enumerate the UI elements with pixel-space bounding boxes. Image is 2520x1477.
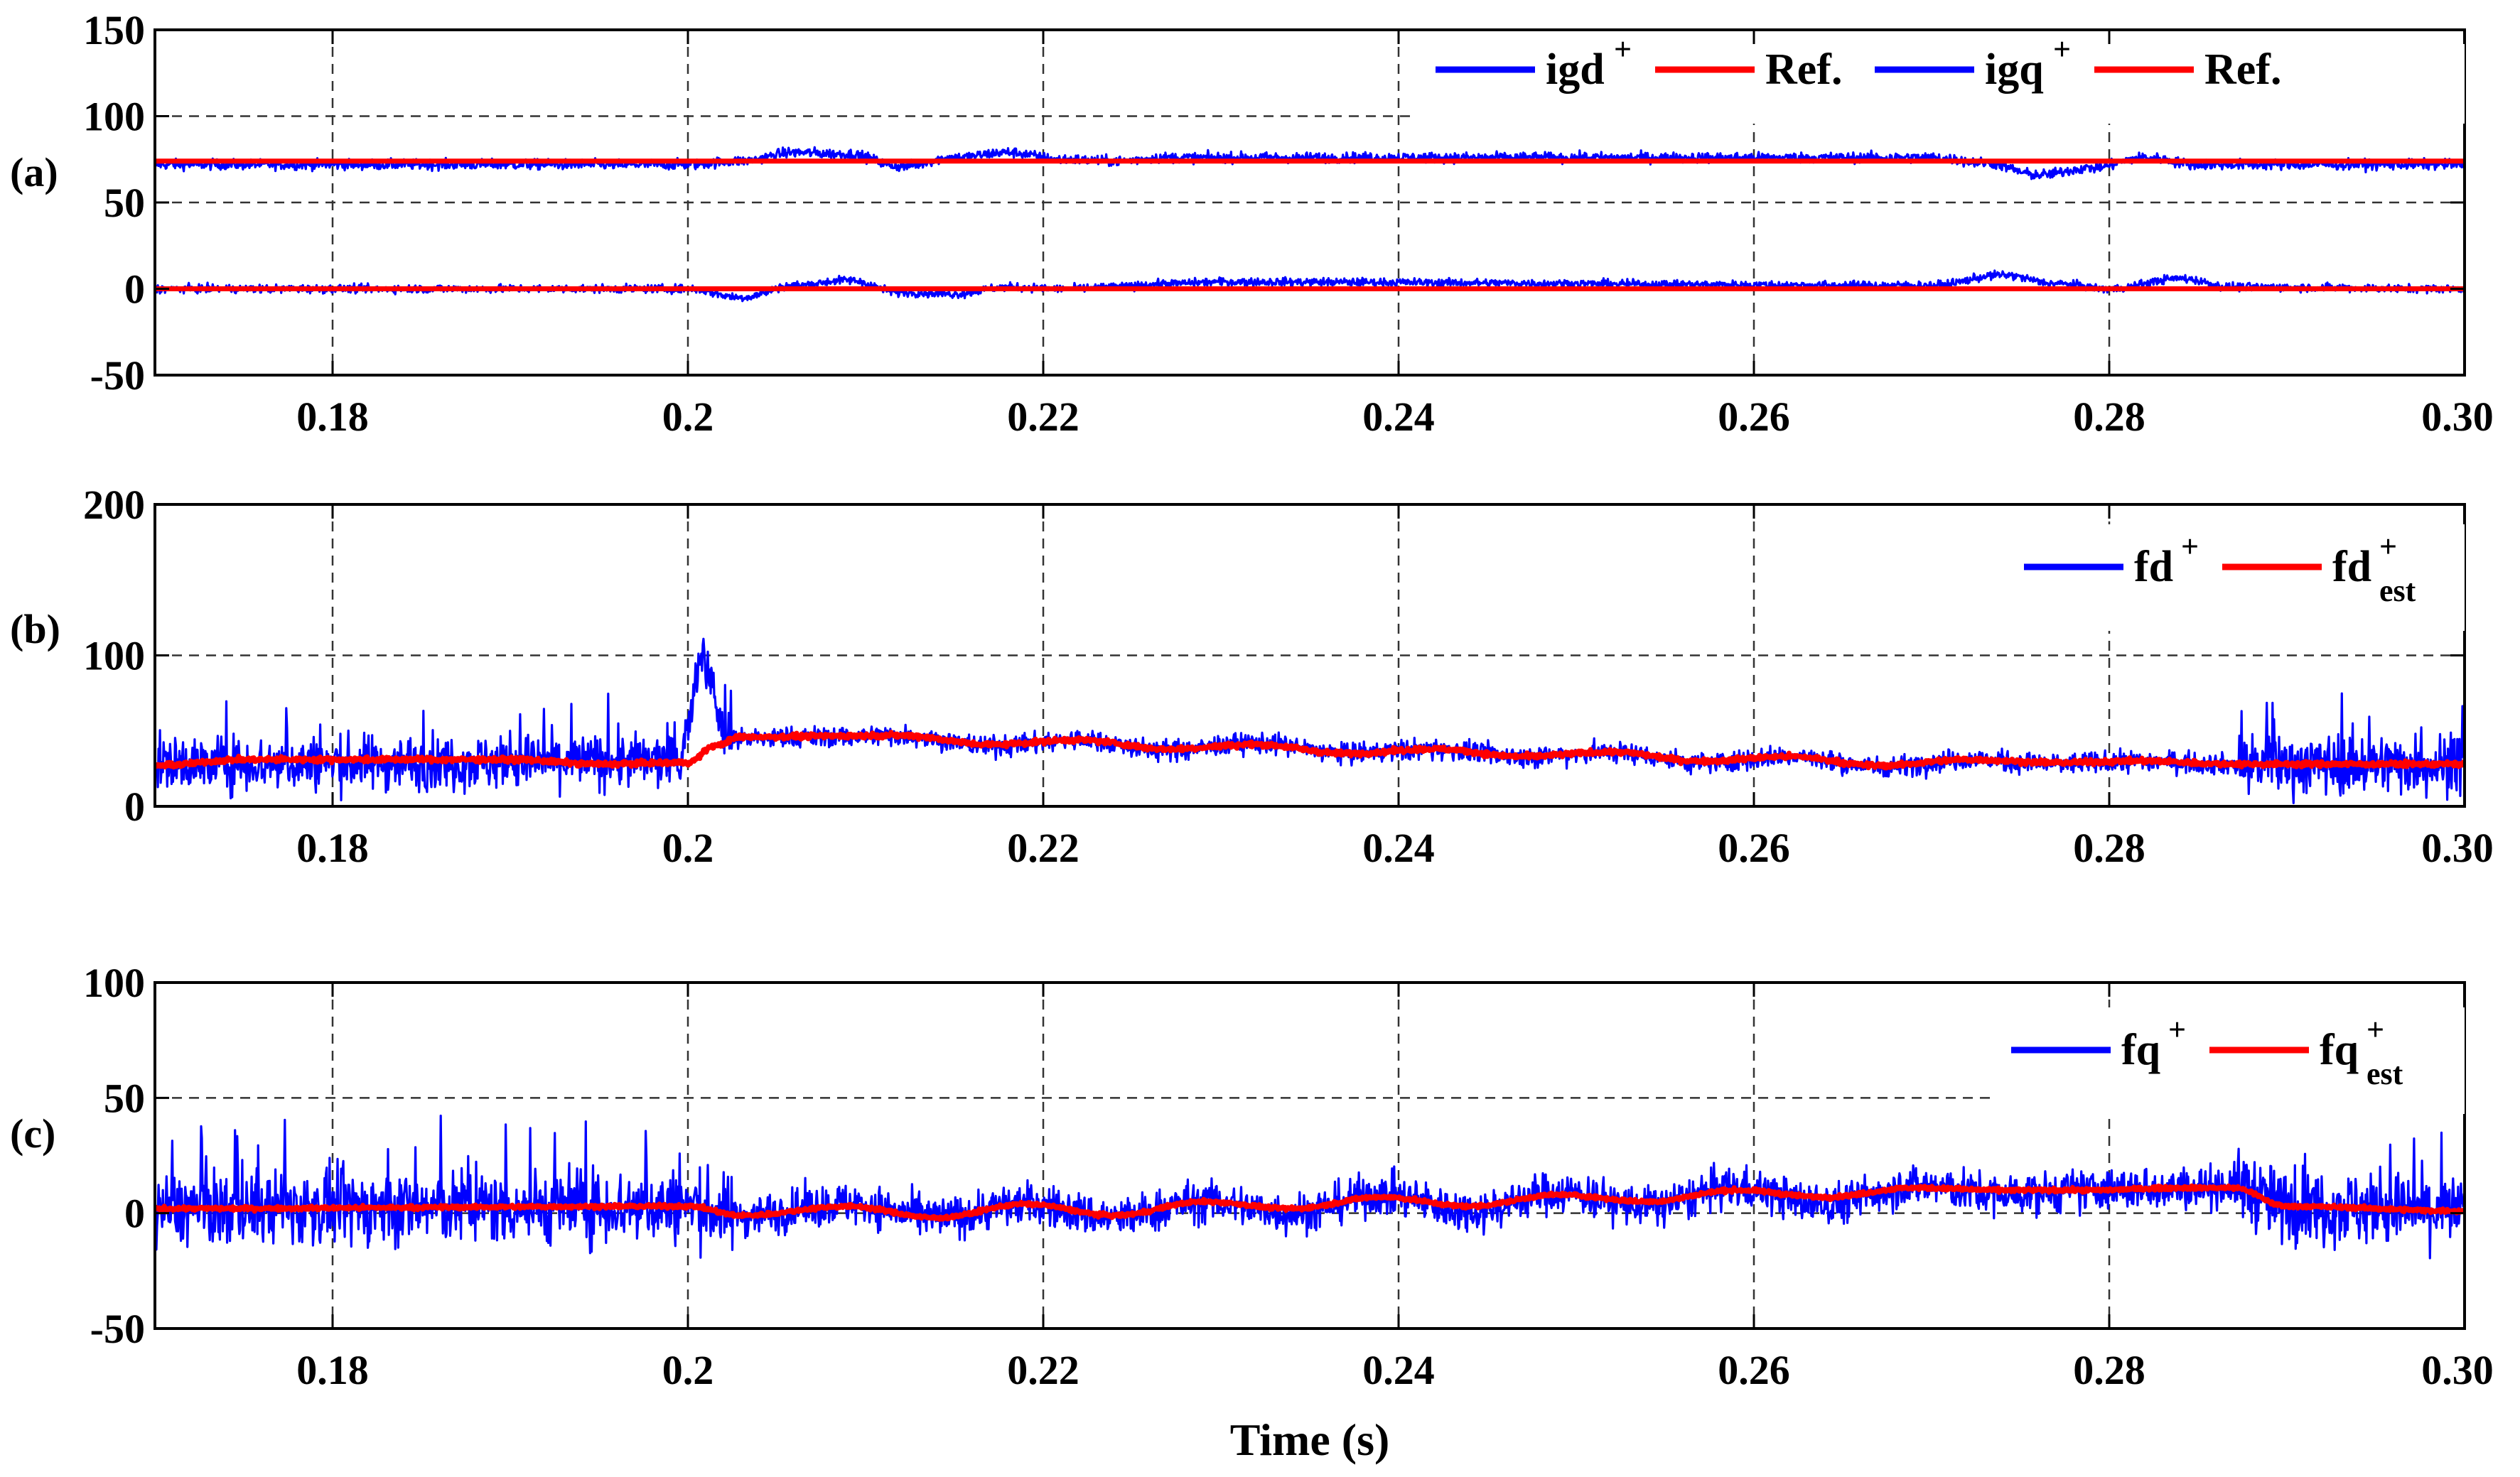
panel-c: 0.18 0.2 0.22 0.24 0.26 0.28 0.30 -50 0 50 100 (c)… <box>10 960 2494 1465</box>
legend-entry: igq <box>1985 45 2044 94</box>
panel-b-legend: fd + fd +est <box>2003 524 2465 631</box>
x-tick-label: 0.18 <box>296 394 369 440</box>
legend-entry-sup: + <box>2379 529 2397 564</box>
y-tick-label: -50 <box>90 352 145 399</box>
series-line-reference-1 <box>155 1183 2465 1222</box>
x-tick-label: 0.2 <box>662 1347 714 1393</box>
legend-entry: fd <box>2332 543 2371 591</box>
y-tick-label: 200 <box>83 482 145 528</box>
y-tick-label: 50 <box>104 180 145 226</box>
series-line-measured-2 <box>155 269 2465 303</box>
legend-entry: Ref. <box>1765 45 1842 94</box>
panel-c-ticks: 0.18 0.2 0.22 0.24 0.26 0.28 0.30 -50 0 50 100 <box>83 960 2494 1393</box>
panel-c-axes <box>154 981 2466 1330</box>
panel-a-series <box>155 146 2465 303</box>
x-tick-label: 0.18 <box>296 1347 369 1393</box>
y-tick-label: 50 <box>104 1075 145 1121</box>
x-tick-label: 0.24 <box>1362 394 1435 440</box>
legend-entry: igd <box>1546 45 1605 94</box>
panel-b-grid <box>155 504 2465 806</box>
legend-entry: Ref. <box>2204 45 2281 94</box>
x-tick-label: 0.28 <box>2073 394 2145 440</box>
legend-background <box>2003 524 2465 631</box>
x-tick-label: 0.30 <box>2421 394 2494 440</box>
panel-b-label: (b) <box>10 606 60 652</box>
y-tick-label: 100 <box>83 633 145 679</box>
x-tick-label: 0.30 <box>2421 1347 2494 1393</box>
series-line-measured-0 <box>155 146 2465 180</box>
legend-entry-sup: + <box>2053 32 2071 67</box>
panel-a-label: (a) <box>10 149 58 195</box>
y-tick-label: 100 <box>83 960 145 1006</box>
legend-entry-sup: + <box>2168 1012 2186 1047</box>
panel-c-series <box>155 1114 2465 1260</box>
x-tick-label: 0.28 <box>2073 825 2145 871</box>
x-tick-label: 0.30 <box>2421 825 2494 871</box>
x-tick-label: 0.28 <box>2073 1347 2145 1393</box>
panel-c-label: (c) <box>10 1110 55 1157</box>
x-tick-label: 0.2 <box>662 825 714 871</box>
legend-entry-sup: + <box>1614 32 1632 67</box>
x-tick-label: 0.24 <box>1362 1347 1435 1393</box>
legend-entry: fq <box>2320 1026 2359 1074</box>
legend-entry: fd <box>2134 543 2173 591</box>
panel-c-legend: fq + fq +est <box>1990 1007 2465 1114</box>
y-tick-label: 0 <box>124 1191 145 1237</box>
y-tick-label: 100 <box>83 94 145 140</box>
legend-entry-sub: est <box>2379 573 2416 608</box>
legend-background <box>1990 1007 2465 1114</box>
x-tick-label: 0.2 <box>662 394 714 440</box>
x-tick-label: 0.22 <box>1007 1347 1079 1393</box>
y-tick-label: 0 <box>124 784 145 830</box>
panel-b-series <box>155 637 2465 805</box>
x-axis-label: Time (s) <box>1230 1414 1390 1465</box>
y-tick-label: -50 <box>90 1306 145 1352</box>
x-tick-label: 0.24 <box>1362 825 1435 871</box>
panel-a-ticks: 0.18 0.2 0.22 0.24 0.26 0.28 0.30 -50 0 50 100 150 <box>83 7 2494 440</box>
legend-background <box>1414 44 2465 124</box>
y-tick-label: 150 <box>83 7 145 53</box>
x-tick-label: 0.26 <box>1718 394 1790 440</box>
x-tick-label: 0.22 <box>1007 825 1079 871</box>
panel-b-ticks: 0.18 0.2 0.22 0.24 0.26 0.28 0.30 0 100 200 <box>83 482 2494 871</box>
x-tick-label: 0.26 <box>1718 825 1790 871</box>
x-tick-label: 0.22 <box>1007 394 1079 440</box>
x-tick-label: 0.26 <box>1718 1347 1790 1393</box>
panel-a: 0.18 0.2 0.22 0.24 0.26 0.28 0.30-50050100150 … <box>10 7 2494 440</box>
legend-entry-sub: est <box>2366 1056 2403 1091</box>
series-line-measured-0 <box>155 1114 2465 1260</box>
series-line-reference-1 <box>155 730 2465 771</box>
panel-a-legend: igd + Ref. igq + Ref. <box>1414 32 2465 124</box>
legend-entry-sup: + <box>2366 1012 2384 1047</box>
legend-entry: fq <box>2121 1026 2160 1074</box>
series-line-measured-0 <box>155 637 2465 805</box>
legend-entry-sup: + <box>2181 529 2199 564</box>
x-tick-label: 0.18 <box>296 825 369 871</box>
panel-b: 0.18 0.2 0.22 0.24 0.26 0.28 0.30 0 100 200 (b) f… <box>10 482 2494 871</box>
y-tick-label: 0 <box>124 266 145 313</box>
